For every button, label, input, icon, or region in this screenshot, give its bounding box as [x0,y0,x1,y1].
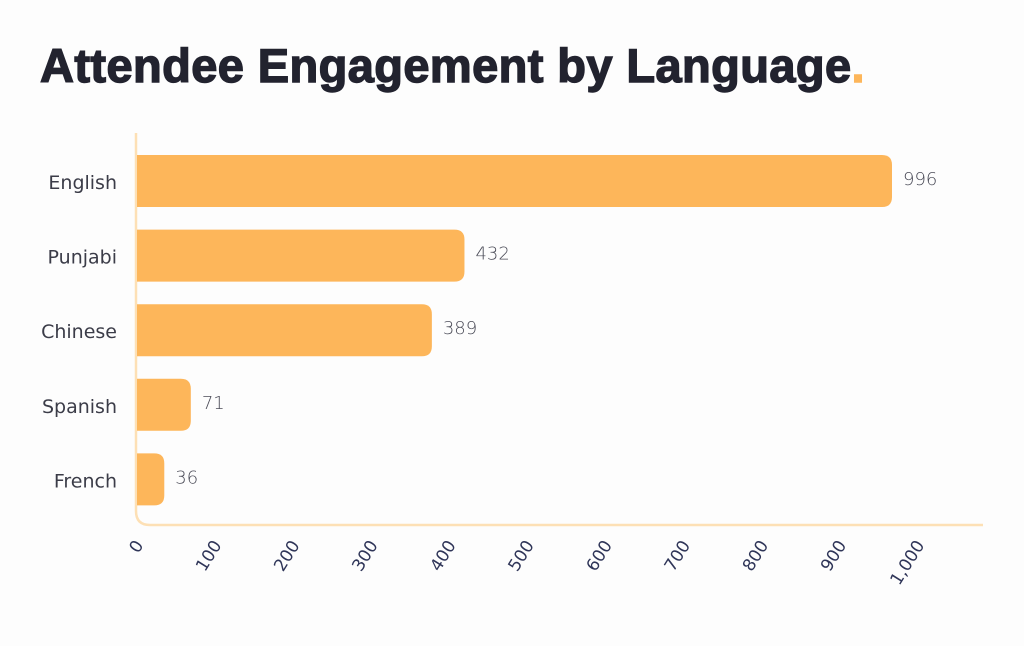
bar-english [137,155,892,207]
chart-title: Attendee Engagement by Language. [39,38,1000,93]
category-labels: English Punjabi Chinese Spanish French [41,172,117,492]
category-label: Spanish [42,396,117,418]
value-label: 389 [443,318,477,339]
axes [134,133,983,527]
category-label: Punjabi [48,247,117,269]
x-tick-label: 400 [426,537,460,575]
chart-title-text: Attendee Engagement by Language [39,38,852,92]
category-label: Chinese [41,321,117,343]
value-labels: 996 432 389 71 36 [175,169,937,488]
x-tick-label: 1,000 [886,537,929,589]
value-label: 432 [475,244,509,265]
bar-chinese [137,304,432,357]
x-tick-label: 100 [192,537,226,575]
category-label: English [48,172,117,194]
x-tick-label: 500 [505,537,539,575]
bars [137,155,892,506]
x-tick-labels: 0 100 200 300 400 500 600 700 800 900 1,000 [126,537,930,589]
value-label: 71 [202,393,225,414]
x-tick-label: 900 [817,537,851,575]
x-tick-label: 700 [661,537,695,575]
chart-title-dot: . [851,38,866,92]
value-label: 36 [175,467,198,488]
bar-punjabi [137,229,465,282]
bar-french [137,453,165,506]
bar-spanish [137,378,191,431]
x-tick-label: 800 [739,537,773,575]
category-label: French [54,470,117,492]
value-label: 996 [903,169,937,190]
axis-line [134,133,983,527]
x-tick-label: 600 [583,537,617,575]
x-tick-label: 0 [126,537,149,557]
x-tick-label: 200 [270,537,304,575]
x-tick-label: 300 [348,537,382,575]
